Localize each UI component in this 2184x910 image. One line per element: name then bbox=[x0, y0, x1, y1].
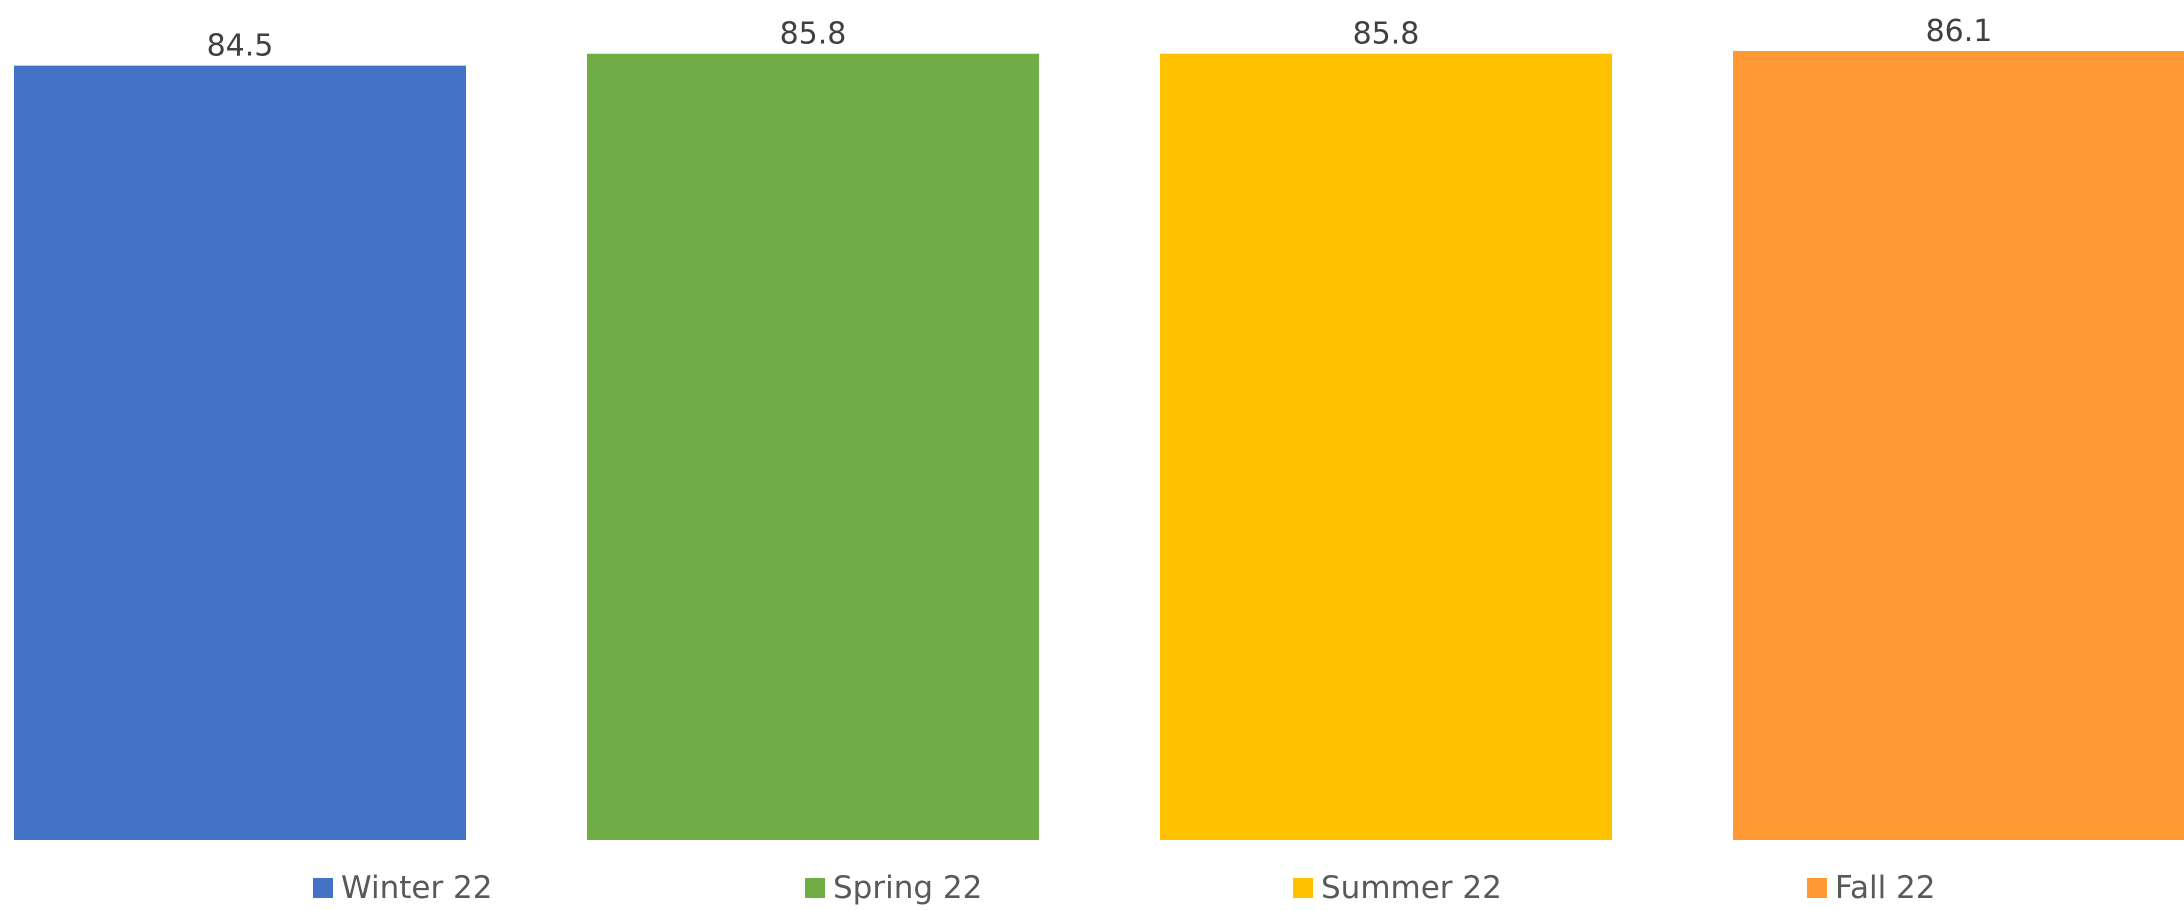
data-label-spring-22: 85.8 bbox=[780, 17, 847, 52]
legend-label-spring-22: Spring 22 bbox=[833, 870, 983, 906]
data-label-fall-22: 86.1 bbox=[1926, 14, 1993, 49]
bar-summer-22 bbox=[1160, 53, 1612, 840]
legend-swatch-summer-22 bbox=[1293, 878, 1313, 898]
data-label-winter-22: 84.5 bbox=[207, 29, 274, 64]
data-label-summer-22: 85.8 bbox=[1353, 17, 1420, 52]
legend-item-summer-22: Summer 22 bbox=[1293, 868, 1502, 908]
legend-swatch-spring-22 bbox=[805, 878, 825, 898]
legend-label-fall-22: Fall 22 bbox=[1835, 870, 1936, 906]
bar-spring-22 bbox=[587, 53, 1039, 840]
legend-swatch-winter-22 bbox=[313, 878, 333, 898]
legend-label-winter-22: Winter 22 bbox=[341, 870, 493, 906]
legend-item-fall-22: Fall 22 bbox=[1807, 868, 1936, 908]
legend-item-winter-22: Winter 22 bbox=[313, 868, 493, 908]
legend-item-spring-22: Spring 22 bbox=[805, 868, 982, 908]
legend-label-summer-22: Summer 22 bbox=[1321, 870, 1502, 906]
chart-legend: Winter 22 Spring 22 Summer 22 Fall 22 bbox=[0, 868, 2184, 908]
legend-swatch-fall-22 bbox=[1807, 878, 1827, 898]
bar-fall-22 bbox=[1733, 51, 2184, 840]
bar-winter-22 bbox=[14, 65, 466, 841]
